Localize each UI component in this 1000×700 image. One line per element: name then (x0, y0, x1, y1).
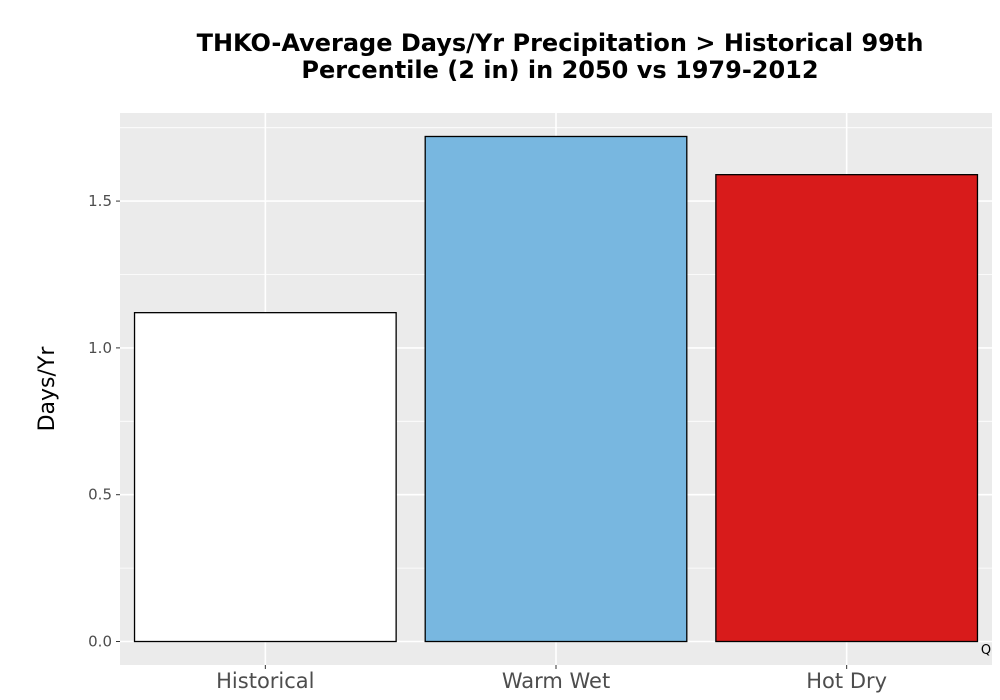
bars (133, 135, 979, 643)
chart-title: THKO-Average Days/Yr Precipitation > His… (120, 30, 1000, 84)
x-tick-label: Historical (216, 669, 314, 693)
bar-historical (133, 312, 397, 643)
x-tick-label: Hot Dry (806, 669, 887, 693)
y-tick-label: 0.0 (88, 633, 112, 651)
bar-hot-dry (715, 174, 979, 643)
y-tick-label: 1.5 (88, 192, 112, 210)
x-tick-label: Warm Wet (502, 669, 610, 693)
x-axis-ticks: Historical Warm Wet Hot Dry (216, 665, 887, 693)
bar-warm-wet (424, 135, 688, 643)
chart-title-line-2: Percentile (2 in) in 2050 vs 1979-2012 (301, 56, 819, 84)
y-tick-label: 0.5 (88, 486, 112, 504)
y-axis-label: Days/Yr (35, 346, 60, 432)
y-axis-ticks: 0.0 0.5 1.0 1.5 (88, 192, 120, 651)
chart-title-line-1: THKO-Average Days/Yr Precipitation > His… (196, 29, 924, 57)
y-tick-label: 1.0 (88, 339, 112, 357)
corner-mark: Q (981, 643, 991, 658)
